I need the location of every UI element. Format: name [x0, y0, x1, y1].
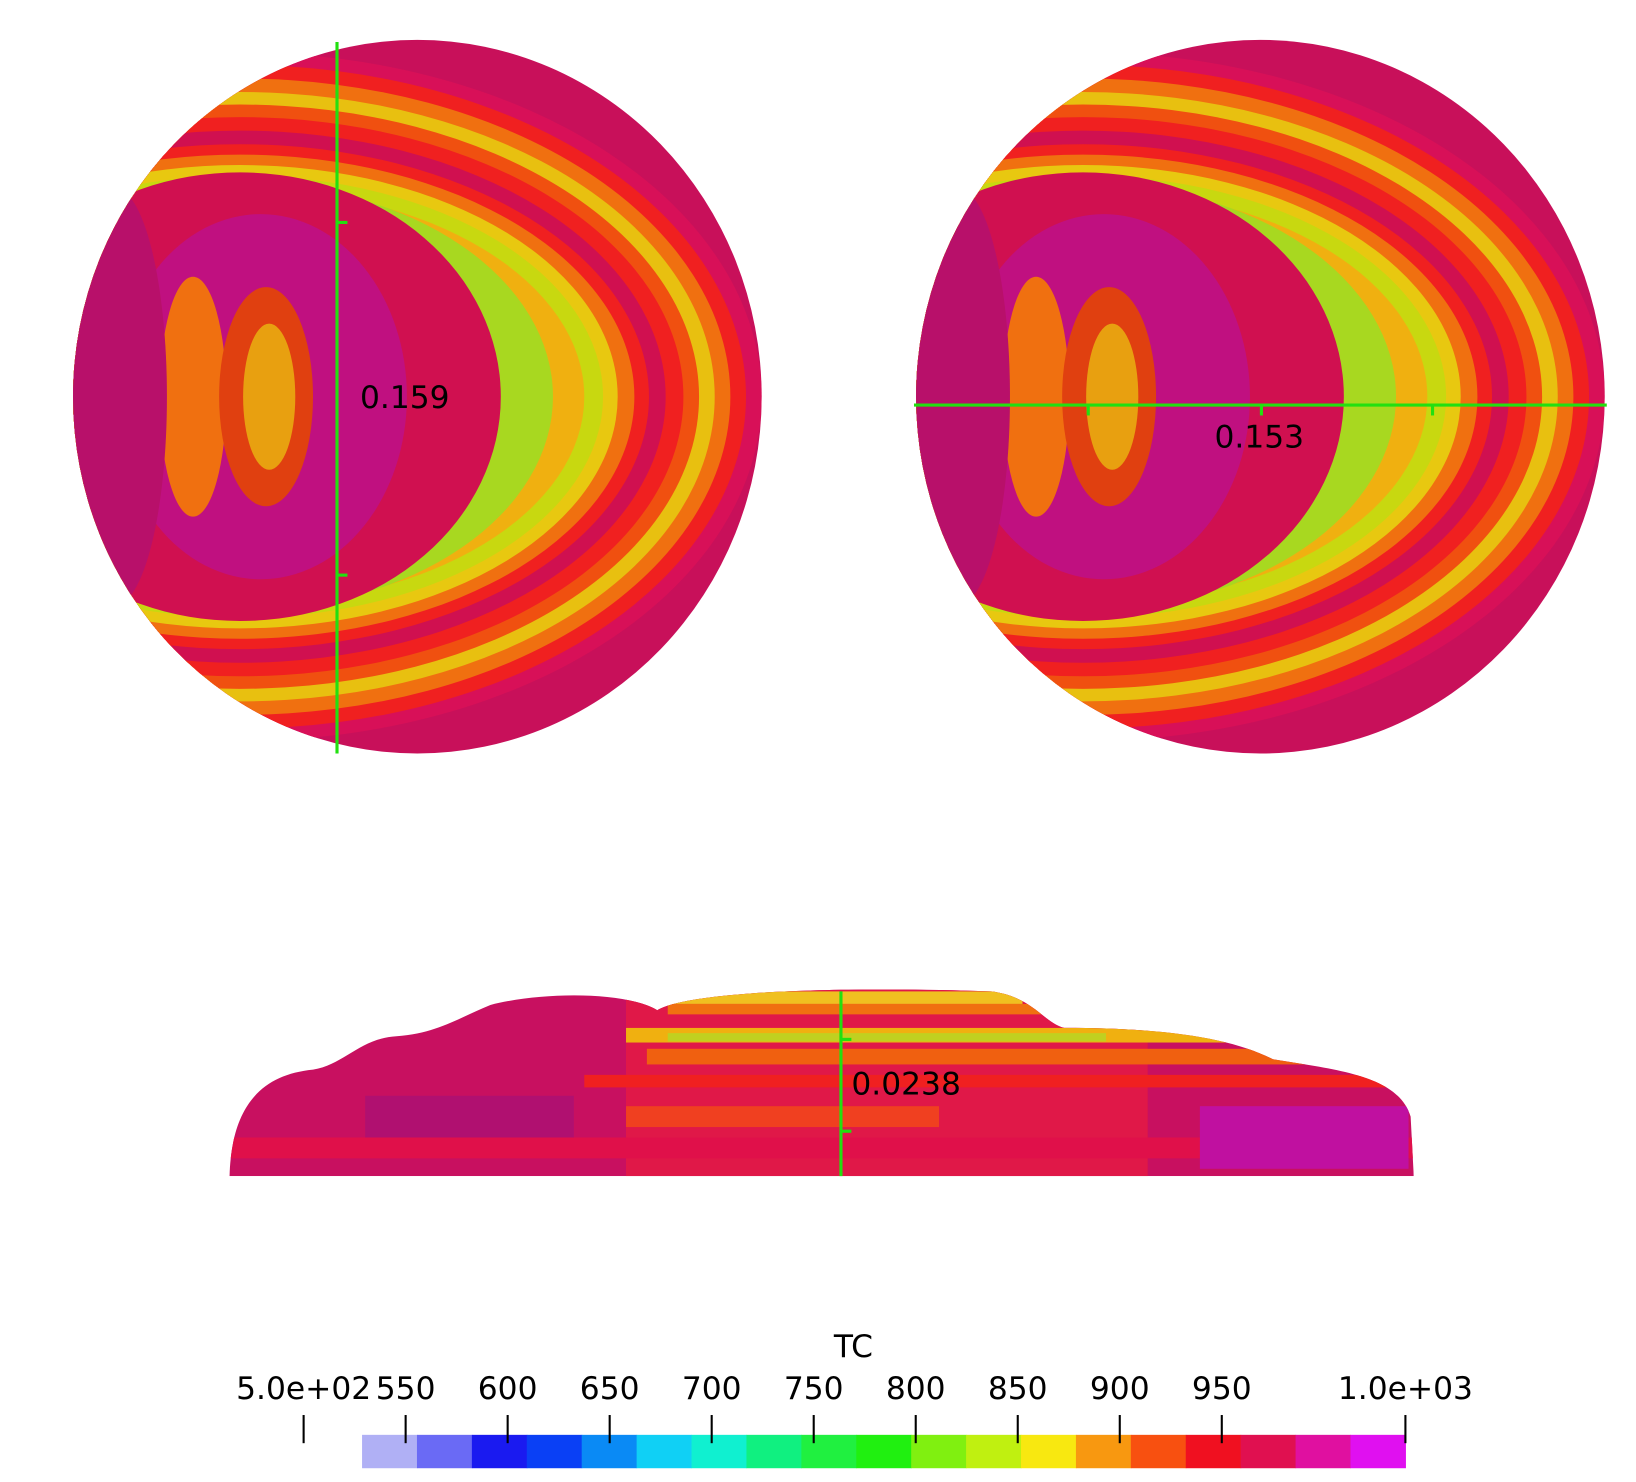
band [243, 323, 296, 470]
colorbar-title: TC [833, 1329, 873, 1365]
colorbar-tick-label: 5.0e+02 [236, 1371, 371, 1407]
colorbar-swatch [1075, 1434, 1132, 1469]
colorbar-tick-label: 900 [1090, 1371, 1150, 1407]
colorbar-tick-label: 950 [1192, 1371, 1252, 1407]
colorbar-swatch [801, 1434, 857, 1469]
top-view [73, 39, 762, 754]
colorbar-tick-label: 650 [580, 1371, 640, 1407]
colorbar-tick-label: 850 [988, 1371, 1048, 1407]
ruler-label: 0.153 [1214, 419, 1304, 455]
colorbar-swatch [966, 1434, 1022, 1469]
colorbar-swatch [526, 1434, 583, 1469]
band [916, 188, 1010, 606]
colorbar-tick-label: 750 [784, 1371, 844, 1407]
colorbar-swatch [856, 1434, 912, 1469]
colorbar-tick-label: 1.0e+03 [1338, 1371, 1473, 1407]
colorbar-swatch [471, 1434, 528, 1469]
band [73, 188, 167, 606]
colorbar-swatch [1185, 1434, 1242, 1469]
colorbar-swatch [1130, 1434, 1187, 1469]
colorbar: 5.0e+02 550 600 650 700 750 800 850 900 950 1.0e+0… [236, 1371, 1473, 1469]
surface [916, 39, 1605, 754]
ruler-label: 0.159 [360, 380, 450, 416]
colorbar-tick-label: 550 [376, 1371, 436, 1407]
ruler-label: 0.0238 [851, 1066, 961, 1102]
colorbar-swatch [362, 1434, 418, 1469]
band [1086, 323, 1139, 470]
colorbar-swatch [1295, 1434, 1352, 1469]
band [1002, 276, 1070, 517]
colorbar-swatch [1240, 1434, 1297, 1469]
colorbar-swatch [1021, 1434, 1077, 1469]
colorbar-tick-label: 800 [886, 1371, 946, 1407]
top-view [916, 39, 1605, 754]
colorbar-swatch [636, 1434, 693, 1469]
colorbar-swatch [416, 1434, 473, 1469]
colorbar-swatch [691, 1434, 747, 1469]
band [159, 276, 227, 517]
colorbar-tick-label: 700 [682, 1371, 742, 1407]
colorbar-tick-label: 600 [478, 1371, 538, 1407]
surface [73, 39, 762, 754]
side-view [229, 989, 1414, 1177]
colorbar-swatch [746, 1434, 802, 1469]
colorbar-swatch [1350, 1434, 1406, 1469]
colorbar-swatch [911, 1434, 967, 1469]
